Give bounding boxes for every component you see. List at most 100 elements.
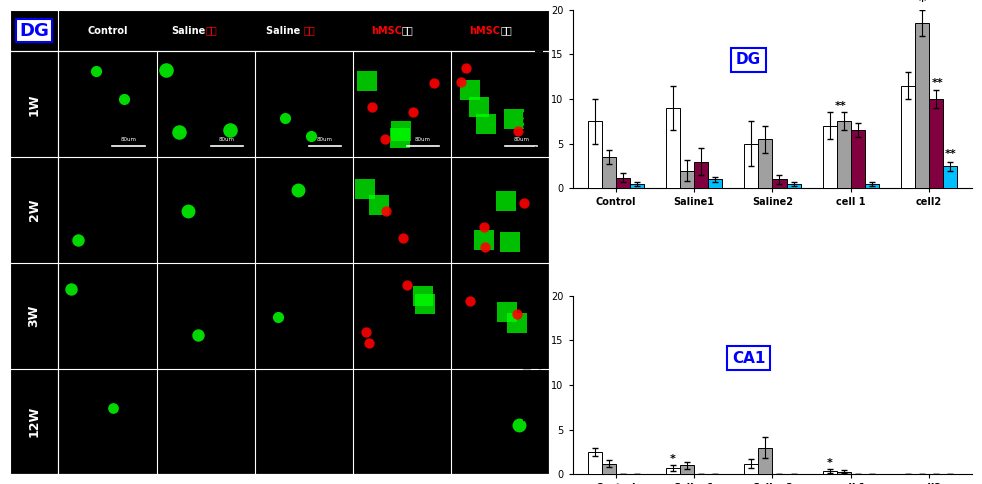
- Point: [302, 132, 318, 139]
- Text: 단회: 단회: [205, 26, 217, 36]
- Point: [358, 328, 374, 336]
- Point: [459, 64, 474, 72]
- Bar: [837, 471, 850, 474]
- Point: [477, 243, 493, 251]
- Point: [116, 95, 132, 103]
- Bar: [708, 180, 723, 188]
- Bar: [694, 162, 708, 188]
- Y-axis label: Ki67+ cells #
/ microscopic field: Ki67+ cells # / microscopic field: [524, 335, 546, 435]
- Text: 반복: 반복: [303, 26, 315, 36]
- Point: [378, 207, 394, 215]
- Point: [512, 421, 527, 428]
- Bar: [587, 452, 602, 474]
- Point: [406, 108, 421, 116]
- Bar: [787, 184, 800, 188]
- Y-axis label: Ki67+ cells #
/ microscopic field: Ki67+ cells # / microscopic field: [524, 49, 546, 149]
- Bar: [823, 471, 837, 474]
- Bar: [915, 23, 929, 188]
- Bar: [602, 464, 616, 474]
- Text: 1W: 1W: [27, 93, 40, 116]
- Text: 80um: 80um: [415, 137, 431, 142]
- Text: *: *: [918, 0, 926, 8]
- Text: 3W: 3W: [27, 304, 40, 327]
- Point: [462, 87, 477, 94]
- Text: 80um: 80um: [121, 137, 136, 142]
- Point: [517, 199, 532, 207]
- Bar: [744, 464, 758, 474]
- Point: [426, 79, 442, 87]
- Bar: [823, 126, 837, 188]
- Text: hMSC: hMSC: [371, 26, 402, 36]
- Point: [510, 319, 525, 327]
- Text: 80um: 80um: [317, 137, 333, 142]
- Point: [399, 281, 414, 289]
- Point: [63, 286, 79, 293]
- Bar: [758, 139, 773, 188]
- Point: [363, 104, 379, 111]
- Text: 단회: 단회: [402, 26, 413, 36]
- Point: [393, 135, 409, 142]
- Bar: [837, 121, 850, 188]
- Point: [394, 127, 409, 135]
- Point: [377, 135, 393, 143]
- Point: [371, 201, 387, 209]
- Text: hMSC: hMSC: [469, 26, 500, 36]
- Point: [498, 197, 514, 205]
- Text: *: *: [670, 454, 676, 465]
- Point: [270, 314, 286, 321]
- Bar: [666, 108, 680, 188]
- Point: [71, 236, 86, 244]
- Bar: [602, 157, 616, 188]
- Text: 반복: 반복: [500, 26, 512, 36]
- Point: [191, 331, 206, 339]
- Text: 80um: 80um: [219, 137, 235, 142]
- Point: [478, 120, 494, 128]
- Text: 80um: 80um: [514, 137, 529, 142]
- Point: [171, 128, 187, 136]
- Text: DG: DG: [20, 22, 49, 40]
- Text: CA1: CA1: [732, 351, 765, 365]
- Text: **: **: [945, 149, 956, 159]
- Bar: [744, 144, 758, 188]
- Bar: [758, 448, 773, 474]
- Point: [87, 67, 103, 75]
- Bar: [850, 130, 865, 188]
- Point: [278, 114, 294, 121]
- Point: [291, 186, 306, 194]
- Point: [500, 308, 516, 316]
- Text: 12W: 12W: [27, 406, 40, 437]
- Text: *: *: [827, 458, 833, 468]
- Bar: [929, 99, 943, 188]
- Point: [222, 126, 238, 134]
- Point: [509, 310, 524, 318]
- Point: [454, 78, 469, 86]
- Bar: [616, 178, 629, 188]
- Text: DG: DG: [736, 52, 761, 67]
- Point: [106, 404, 122, 411]
- Point: [462, 298, 477, 305]
- Bar: [865, 184, 879, 188]
- Point: [416, 300, 432, 307]
- Point: [506, 115, 521, 122]
- Point: [414, 292, 430, 300]
- Text: **: **: [932, 78, 944, 88]
- Point: [395, 234, 410, 242]
- Point: [476, 223, 492, 230]
- Point: [510, 127, 525, 135]
- Point: [181, 207, 196, 214]
- Text: 2W: 2W: [27, 199, 40, 221]
- Bar: [629, 184, 644, 188]
- Text: Control: Control: [87, 26, 128, 36]
- Bar: [900, 86, 915, 188]
- Point: [471, 103, 487, 111]
- Bar: [587, 121, 602, 188]
- Bar: [943, 166, 957, 188]
- Point: [476, 236, 492, 243]
- Point: [361, 339, 377, 347]
- Text: **: **: [835, 101, 846, 111]
- Point: [502, 239, 518, 246]
- Bar: [773, 180, 787, 188]
- Point: [158, 66, 174, 74]
- Text: Saline: Saline: [171, 26, 205, 36]
- Point: [357, 185, 373, 193]
